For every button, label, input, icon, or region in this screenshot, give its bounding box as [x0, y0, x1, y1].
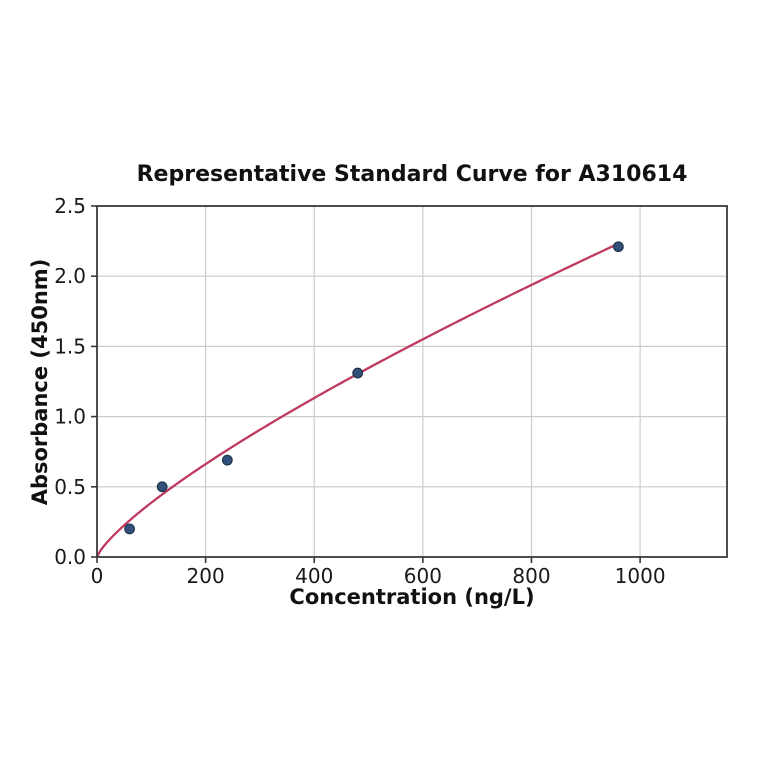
x-tick-label: 200: [187, 564, 225, 588]
fit-curve: [95, 242, 620, 559]
x-axis-label: Concentration (ng/L): [289, 585, 535, 609]
y-tick-label: 0.5: [54, 475, 86, 499]
x-tick-label: 800: [512, 564, 550, 588]
x-tick-label: 1000: [615, 564, 666, 588]
data-point: [612, 241, 624, 253]
y-tick-label: 2.0: [54, 264, 86, 288]
x-tick-label: 400: [295, 564, 333, 588]
data-point: [352, 367, 364, 379]
y-tick-label: 1.0: [54, 405, 86, 429]
y-tick-label: 1.5: [54, 334, 86, 358]
data-point: [221, 454, 233, 466]
y-tick-label: 2.5: [54, 194, 86, 218]
chart-title: Representative Standard Curve for A31061…: [136, 162, 688, 187]
data-point: [124, 523, 135, 535]
x-tick-label: 600: [404, 564, 442, 588]
plot-frame: [96, 205, 728, 558]
y-tick-label: 0.0: [54, 545, 86, 569]
x-tick-label: 0: [91, 564, 104, 588]
data-point: [156, 481, 168, 493]
